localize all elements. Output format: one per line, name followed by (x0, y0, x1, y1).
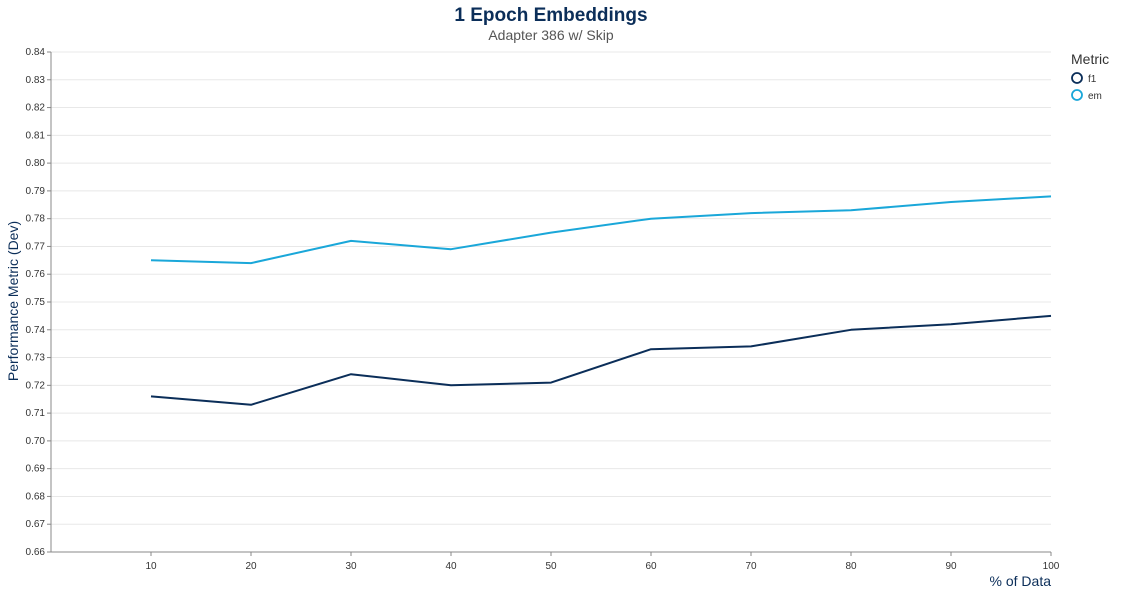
y-tick-label: 0.75 (26, 297, 46, 308)
x-axis-label: % of Data (990, 573, 1052, 589)
y-tick-label: 0.78 (26, 214, 46, 225)
y-tick-label: 0.80 (26, 158, 46, 169)
x-tick-label: 40 (445, 561, 457, 572)
x-tick-label: 70 (745, 561, 757, 572)
y-tick-label: 0.76 (26, 269, 46, 280)
x-tick-label: 50 (545, 561, 557, 572)
y-tick-label: 0.81 (26, 130, 46, 141)
legend-title: Metric (1071, 51, 1109, 67)
y-tick-label: 0.72 (26, 380, 46, 391)
y-tick-label: 0.69 (26, 464, 46, 475)
y-axis-label: Performance Metric (Dev) (5, 221, 21, 381)
y-tick-label: 0.68 (26, 491, 46, 502)
y-axis-ticks: 0.66 0.67 0.68 0.69 0.70 0.71 0.72 0.73 0.74 0.75… (26, 47, 51, 558)
y-tick-label: 0.74 (26, 325, 46, 336)
legend-marker-f1[interactable] (1071, 72, 1083, 84)
y-tick-label: 0.67 (26, 519, 46, 530)
y-tick-label: 0.70 (26, 436, 46, 447)
chart-subtitle: Adapter 386 w/ Skip (488, 27, 614, 43)
x-tick-label: 100 (1043, 561, 1060, 572)
x-tick-label: 60 (645, 561, 657, 572)
legend-marker-em[interactable] (1071, 89, 1083, 101)
legend-label-em[interactable]: em (1088, 91, 1102, 102)
y-tick-label: 0.73 (26, 353, 46, 364)
y-tick-label: 0.83 (26, 75, 46, 86)
chart-title: 1 Epoch Embeddings (454, 5, 647, 26)
y-tick-label: 0.82 (26, 103, 46, 114)
legend: Metric f1 em (1071, 51, 1109, 102)
y-tick-label: 0.66 (26, 547, 46, 558)
series-line-em (150, 195, 1052, 265)
legend-label-f1[interactable]: f1 (1088, 74, 1097, 85)
series-lines (150, 195, 1052, 406)
x-tick-label: 30 (345, 561, 357, 572)
x-tick-label: 10 (145, 561, 157, 572)
x-tick-label: 80 (845, 561, 857, 572)
gridlines (51, 51, 1051, 525)
x-tick-label: 90 (945, 561, 957, 572)
x-tick-label: 20 (245, 561, 257, 572)
y-tick-label: 0.77 (26, 241, 46, 252)
x-axis-ticks: 10 20 30 40 50 60 70 80 90 100 (145, 552, 1060, 572)
series-line-f1 (150, 314, 1052, 406)
y-tick-label: 0.84 (26, 47, 46, 58)
y-tick-label: 0.71 (26, 408, 46, 419)
y-tick-label: 0.79 (26, 186, 46, 197)
